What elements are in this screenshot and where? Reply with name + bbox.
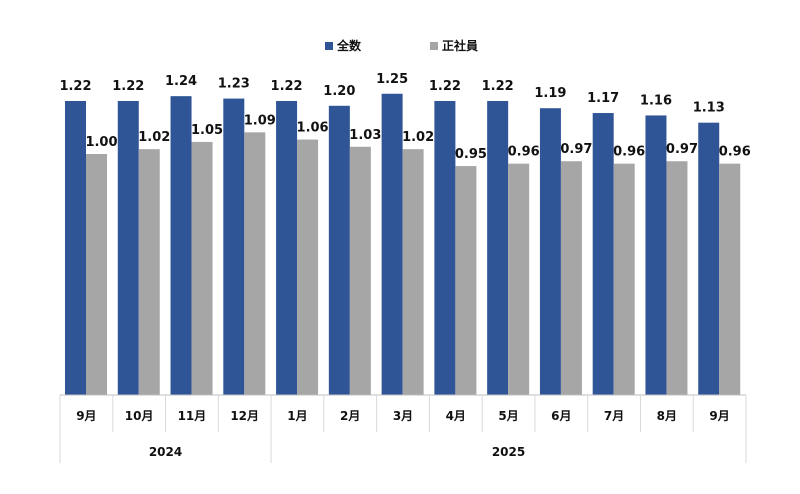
label-fulltime-10: 0.96 <box>613 145 645 160</box>
bar-total-0 <box>65 100 86 395</box>
label-total-11: 1.16 <box>640 93 672 108</box>
category-label-5: 2月 <box>340 409 360 423</box>
category-label-10: 7月 <box>604 409 624 423</box>
category-label-4: 1月 <box>287 409 307 423</box>
bar-total-6 <box>381 93 403 395</box>
label-fulltime-1: 1.02 <box>138 130 170 145</box>
label-total-2: 1.24 <box>165 74 197 89</box>
label-total-3: 1.23 <box>218 77 250 92</box>
legend-label-1: 正社員 <box>442 38 478 53</box>
bar-fulltime-3 <box>244 132 266 395</box>
legend-label-0: 全数 <box>336 38 362 53</box>
bar-total-12 <box>698 122 720 396</box>
category-label-9: 6月 <box>551 409 571 423</box>
label-total-5: 1.20 <box>323 84 355 99</box>
data-labels: 1.22 1.00 1.22 1.02 1.24 1.05 1.23 1.09 1.22 1.06… <box>59 72 750 162</box>
bar-fulltime-9 <box>560 161 582 395</box>
bar-fulltime-11 <box>666 161 688 395</box>
category-label-2: 11月 <box>178 409 207 423</box>
bar-total-11 <box>645 115 667 395</box>
legend-swatch-1 <box>430 42 438 50</box>
legend: 全数 正社員 <box>325 38 478 53</box>
label-fulltime-9: 0.97 <box>560 142 592 157</box>
label-fulltime-6: 1.02 <box>402 130 434 145</box>
category-label-1: 10月 <box>125 409 154 423</box>
bar-fulltime-4 <box>297 139 319 395</box>
bar-fulltime-6 <box>402 149 424 395</box>
label-fulltime-7: 0.95 <box>455 147 487 162</box>
label-fulltime-5: 1.03 <box>349 128 381 143</box>
x-axis: 9月 10月 11月 12月 1月 2月 3月 4月 5月 6月 7月 8月 9月 2024 2025 <box>59 394 747 463</box>
label-total-10: 1.17 <box>587 91 619 106</box>
bar-fulltime-1 <box>138 149 160 395</box>
bar-total-2 <box>170 96 192 395</box>
category-label-12: 9月 <box>709 409 729 423</box>
label-total-6: 1.25 <box>376 72 408 87</box>
bar-fulltime-0 <box>86 154 107 395</box>
bar-fulltime-5 <box>349 146 371 395</box>
category-label-0: 9月 <box>76 409 96 423</box>
category-label-7: 4月 <box>446 409 466 423</box>
bar-total-1 <box>117 100 139 395</box>
label-total-1: 1.22 <box>112 79 144 94</box>
bar-total-7 <box>434 100 456 395</box>
label-fulltime-4: 1.06 <box>297 121 329 136</box>
bar-total-4 <box>276 100 298 395</box>
label-total-7: 1.22 <box>429 79 461 94</box>
bar-fulltime-8 <box>508 163 530 395</box>
category-label-6: 3月 <box>393 409 413 423</box>
label-total-4: 1.22 <box>271 79 303 94</box>
bar-total-9 <box>539 108 561 396</box>
category-label-3: 12月 <box>230 409 259 423</box>
label-fulltime-12: 0.96 <box>719 145 751 160</box>
bars <box>65 93 741 396</box>
label-fulltime-2: 1.05 <box>191 123 223 138</box>
bar-total-5 <box>328 105 350 396</box>
label-fulltime-3: 1.09 <box>244 113 276 128</box>
label-fulltime-8: 0.96 <box>508 145 540 160</box>
bar-fulltime-7 <box>455 166 477 395</box>
category-label-8: 5月 <box>498 409 518 423</box>
label-total-9: 1.19 <box>534 86 566 101</box>
bar-fulltime-2 <box>191 141 213 395</box>
label-fulltime-11: 0.97 <box>666 142 698 157</box>
bar-total-8 <box>487 100 509 395</box>
label-total-8: 1.22 <box>482 79 514 94</box>
bar-total-10 <box>592 113 614 395</box>
group-label-0: 2024 <box>149 445 182 459</box>
bar-fulltime-12 <box>719 163 741 395</box>
category-label-11: 8月 <box>657 409 677 423</box>
bar-fulltime-10 <box>613 163 635 395</box>
label-fulltime-0: 1.00 <box>85 135 117 150</box>
label-total-12: 1.13 <box>693 101 725 116</box>
legend-swatch-0 <box>325 42 333 50</box>
bar-total-3 <box>223 98 245 395</box>
label-total-0: 1.22 <box>59 79 91 94</box>
group-label-1: 2025 <box>492 445 525 459</box>
